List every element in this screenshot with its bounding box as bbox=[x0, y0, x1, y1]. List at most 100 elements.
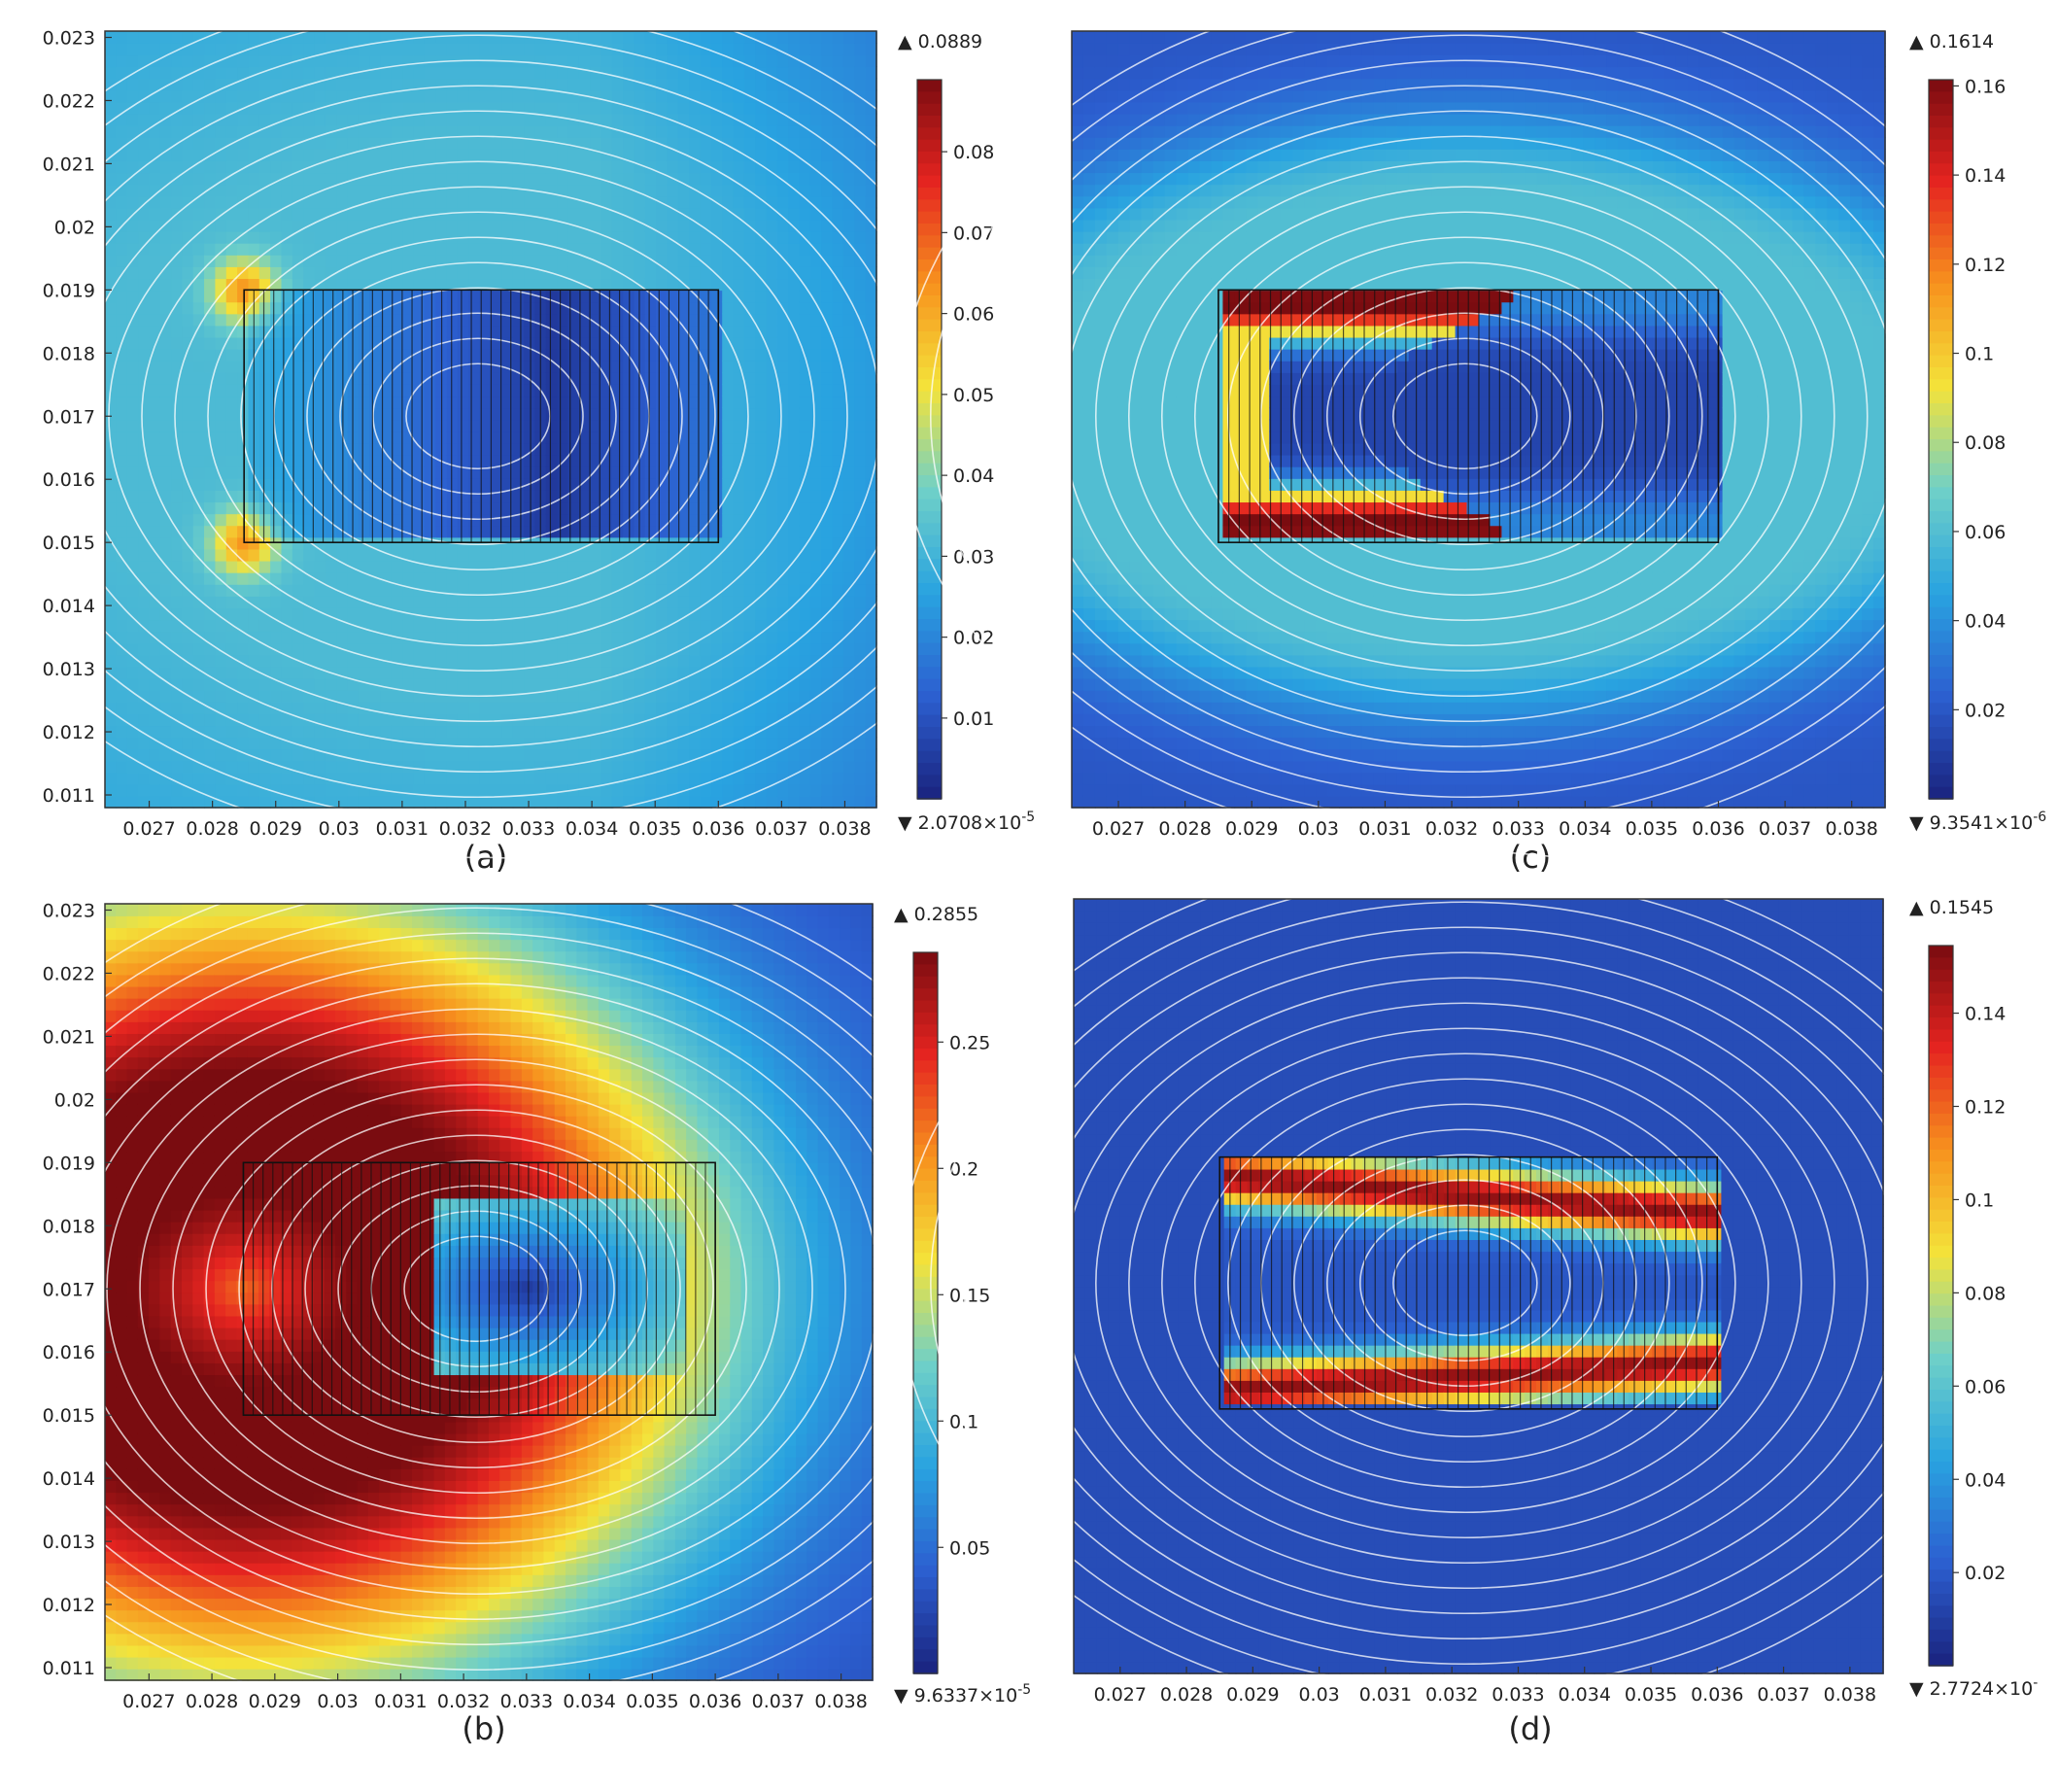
heatmap-cell bbox=[512, 783, 525, 797]
heatmap-cell bbox=[634, 207, 646, 221]
x-tick-label: 0.032 bbox=[439, 818, 492, 840]
heatmap-cell bbox=[402, 713, 415, 727]
heatmap-cell bbox=[138, 172, 151, 186]
heatmap-cell bbox=[567, 136, 580, 150]
heatmap-cell bbox=[204, 525, 217, 538]
heatmap-cell bbox=[303, 89, 316, 103]
heatmap-cell bbox=[854, 536, 867, 550]
heatmap-cell bbox=[369, 513, 382, 527]
heatmap-cell bbox=[105, 465, 118, 479]
heatmap-cell bbox=[248, 737, 260, 750]
heatmap-cell bbox=[1082, 490, 1096, 503]
heatmap-cell bbox=[491, 43, 503, 56]
heatmap-cell bbox=[446, 513, 459, 527]
heatmap-cell bbox=[116, 642, 128, 656]
heatmap-cell bbox=[149, 149, 161, 161]
heatmap-cell bbox=[557, 501, 569, 515]
heatmap-cell bbox=[776, 113, 790, 126]
colorbar-band bbox=[917, 188, 942, 201]
heatmap-cell bbox=[799, 783, 811, 797]
heatmap-cell bbox=[512, 501, 525, 515]
heatmap-cell bbox=[501, 548, 514, 562]
heatmap-cell bbox=[656, 384, 669, 397]
heatmap-cell bbox=[358, 642, 371, 656]
heatmap-cell bbox=[149, 607, 161, 621]
heatmap-cell bbox=[854, 230, 867, 244]
heatmap-cell bbox=[248, 689, 260, 703]
heatmap-cell bbox=[821, 419, 834, 432]
heatmap-cell bbox=[788, 360, 801, 373]
heatmap-cell bbox=[611, 654, 624, 668]
heatmap-cell bbox=[501, 219, 514, 232]
heatmap-cell bbox=[149, 454, 161, 467]
heatmap-cell bbox=[358, 525, 371, 538]
heatmap-cell bbox=[303, 725, 316, 739]
heatmap-cell bbox=[314, 642, 326, 656]
heatmap-cell bbox=[292, 571, 304, 585]
heatmap-cell bbox=[700, 431, 712, 444]
heatmap-cell bbox=[303, 172, 316, 186]
heatmap-cell bbox=[215, 583, 227, 597]
heatmap-cell bbox=[225, 725, 238, 739]
heatmap-cell bbox=[667, 78, 679, 91]
heatmap-cell bbox=[192, 195, 205, 209]
heatmap-cell bbox=[1082, 760, 1096, 774]
heatmap-cell bbox=[325, 372, 337, 385]
heatmap-cell bbox=[171, 548, 184, 562]
heatmap-cell bbox=[634, 760, 646, 774]
heatmap-cell bbox=[832, 619, 844, 633]
heatmap-cell bbox=[391, 795, 404, 809]
heatmap-cell bbox=[743, 501, 757, 515]
heatmap-cell bbox=[1082, 772, 1096, 785]
heatmap-cell bbox=[611, 454, 624, 467]
heatmap-cell bbox=[512, 89, 525, 103]
heatmap-cell bbox=[776, 54, 790, 68]
heatmap-cell bbox=[402, 783, 415, 797]
heatmap-cell bbox=[116, 301, 128, 315]
heatmap-cell bbox=[149, 255, 161, 267]
heatmap-cell bbox=[380, 124, 393, 138]
heatmap-cell bbox=[854, 31, 867, 44]
heatmap-cell bbox=[1072, 31, 1084, 44]
heatmap-cell bbox=[722, 689, 735, 703]
heatmap-cell bbox=[578, 184, 591, 197]
heatmap-cell bbox=[126, 336, 139, 350]
heatmap-cell bbox=[578, 783, 591, 797]
heatmap-cell bbox=[677, 160, 690, 174]
heatmap-cell bbox=[700, 583, 712, 597]
heatmap-cell bbox=[336, 713, 349, 727]
y-tick-label: 0.022 bbox=[43, 90, 95, 112]
heatmap-cell bbox=[776, 631, 790, 644]
heatmap-cell bbox=[336, 548, 349, 562]
heatmap-cell bbox=[700, 501, 712, 515]
heatmap-cell bbox=[578, 666, 591, 679]
heatmap-cell bbox=[325, 384, 337, 397]
heatmap-cell bbox=[677, 548, 690, 562]
heatmap-cell bbox=[171, 689, 184, 703]
heatmap-cell bbox=[325, 89, 337, 103]
heatmap-cell bbox=[402, 725, 415, 739]
heatmap-cell bbox=[644, 66, 657, 80]
heatmap-cell bbox=[358, 748, 371, 762]
heatmap-cell bbox=[171, 242, 184, 256]
heatmap-cell bbox=[138, 607, 151, 621]
heatmap-cell bbox=[1072, 783, 1084, 797]
heatmap-cell bbox=[1082, 419, 1096, 432]
heatmap-cell bbox=[270, 219, 283, 232]
heatmap-cell bbox=[590, 160, 602, 174]
heatmap-cell bbox=[192, 571, 205, 585]
heatmap-cell bbox=[667, 255, 679, 267]
heatmap-cell bbox=[1094, 760, 1108, 774]
heatmap-cell bbox=[776, 372, 790, 385]
heatmap-cell bbox=[524, 384, 536, 397]
heatmap-cell bbox=[600, 278, 613, 292]
heatmap-cell bbox=[303, 113, 316, 126]
heatmap-cell bbox=[512, 548, 525, 562]
heatmap-cell bbox=[809, 325, 823, 338]
heatmap-cell bbox=[116, 89, 128, 103]
heatmap-cell bbox=[578, 101, 591, 115]
heatmap-cell bbox=[766, 607, 778, 621]
heatmap-cell bbox=[358, 396, 371, 409]
heatmap-cell bbox=[677, 372, 690, 385]
heatmap-cell bbox=[534, 677, 547, 691]
